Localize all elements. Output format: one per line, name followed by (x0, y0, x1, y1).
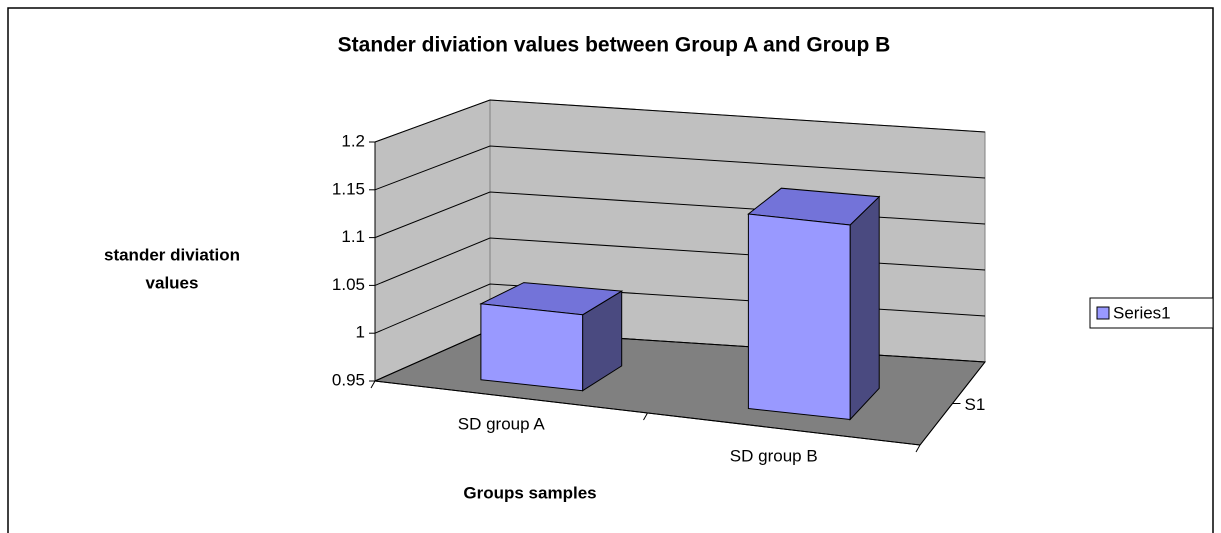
y-axis-title: stander diviation (104, 245, 240, 264)
y-tick-label: 1.1 (341, 227, 365, 246)
y-tick-label: 0.95 (332, 370, 365, 389)
x-tick-label: SD group B (730, 446, 818, 465)
x-tick-label: SD group A (458, 414, 546, 433)
legend-box (1089, 297, 1214, 329)
legend-label: Series1 (1113, 303, 1171, 322)
y-tick-label: 1.15 (332, 179, 365, 198)
x-tick (643, 412, 648, 421)
y-tick-label: 1.2 (341, 131, 365, 150)
y-axis-title: values (146, 273, 199, 292)
y-tick-label: 1.05 (332, 275, 365, 294)
chart-border (7, 7, 1214, 533)
bar (747, 213, 851, 421)
grid-line (374, 145, 986, 191)
depth-tick-label: S1 (965, 395, 986, 414)
chart-title: Stander diviation values between Group A… (338, 34, 891, 57)
y-tick-label: 1 (356, 323, 365, 342)
x-axis-title: Groups samples (463, 483, 596, 502)
bar (480, 303, 584, 392)
grid-line (374, 99, 986, 143)
x-tick (915, 444, 921, 453)
bar-side (849, 195, 880, 421)
x-tick (370, 380, 376, 389)
legend-swatch (1096, 306, 1110, 320)
